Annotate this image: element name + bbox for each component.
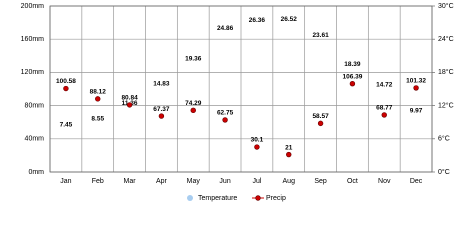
temperature-label: 24.86 — [217, 25, 234, 32]
precip-point — [286, 151, 292, 158]
temperature-bar — [216, 34, 235, 172]
precip-label: 30.1 — [251, 137, 264, 144]
x-tick-label: Jul — [252, 178, 261, 185]
precip-label: 58.57 — [312, 113, 329, 120]
x-tick-label: Nov — [378, 178, 391, 185]
y2-tick-label: 24°C — [438, 35, 454, 43]
precip-point — [222, 117, 228, 123]
precip-label: 80.84 — [121, 95, 138, 102]
x-tick-label: May — [187, 178, 201, 185]
temperature-label: 23.61 — [312, 32, 329, 39]
precip-point — [349, 80, 356, 87]
y-tick-label: 160mm — [21, 36, 45, 43]
precip-point — [413, 85, 419, 91]
page: {"chart_data": {"type": "climate", "cate… — [20, 1, 454, 202]
precip-label: 67.37 — [153, 106, 170, 113]
precip-point — [126, 102, 133, 108]
x-tick-label: Mar — [124, 178, 137, 185]
temperature-label: 14.83 — [153, 81, 170, 88]
precip-point — [317, 120, 324, 127]
temperature-label: 7.45 — [60, 121, 73, 128]
temperature-bar — [56, 131, 75, 172]
precip-label: 62.75 — [217, 110, 234, 117]
y2-tick-label: 0°C — [438, 168, 450, 176]
legend-swatch — [255, 195, 261, 201]
y2-tick-label: 30°C — [438, 2, 454, 10]
x-tick-label: Jun — [219, 178, 230, 185]
y2-tick-label: 12°C — [438, 101, 454, 109]
x-tick-label: Dec — [410, 178, 423, 185]
plot-border — [49, 5, 433, 173]
temperature-label: 9.97 — [410, 108, 423, 115]
precip-label: 68.77 — [376, 105, 393, 112]
legend-label: Precip — [266, 195, 286, 202]
x-tick-label: Sep — [314, 178, 327, 185]
precip-point — [190, 107, 196, 114]
legend-label: Temperature — [198, 195, 237, 202]
precip-point — [63, 85, 69, 92]
x-tick-label: Feb — [92, 178, 104, 185]
x-tick-label: Jan — [60, 178, 71, 185]
precip-label: 88.12 — [90, 89, 107, 96]
y-tick-label: 40mm — [25, 136, 45, 143]
x-tick-label: Oct — [347, 178, 358, 185]
temperature-bar — [407, 117, 426, 172]
precip-point — [158, 113, 165, 119]
temperature-label: 14.72 — [376, 81, 393, 88]
y-tick-label: 80mm — [25, 102, 45, 109]
y-tick-label: 0mm — [28, 169, 44, 176]
precip-point — [95, 96, 101, 102]
y-tick-label: 120mm — [21, 69, 45, 76]
precip-label: 101.32 — [406, 78, 426, 85]
precip-label: 106.39 — [342, 73, 362, 80]
temperature-label: 8.55 — [91, 115, 104, 122]
temperature-bar — [152, 90, 171, 172]
precip-point — [381, 112, 387, 118]
precip-point — [254, 144, 260, 150]
temperature-label: 18.39 — [344, 61, 361, 68]
precip-label: 100.58 — [56, 78, 76, 85]
temperature-bar — [120, 109, 139, 172]
y2-tick-label: 18°C — [438, 68, 454, 76]
temperature-label: 26.36 — [249, 17, 266, 24]
temperature-bar — [311, 41, 330, 172]
temperature-label: 19.36 — [185, 56, 202, 63]
x-tick-label: Aug — [283, 178, 296, 185]
x-tick-label: Apr — [156, 178, 168, 185]
temperature-bar — [88, 125, 107, 172]
temperature-bar — [247, 26, 266, 172]
y2-tick-label: 6°C — [438, 135, 450, 143]
temperature-label: 26.52 — [281, 16, 298, 23]
precip-label: 74.29 — [185, 100, 202, 107]
legend-swatch — [187, 195, 193, 201]
temperature-bar — [184, 65, 203, 172]
chart: 0mm 40mm 80mm 120mm 160mm 200mm 0°C 6°C 12°C 18°C… — [21, 2, 454, 202]
y-tick-label: 200mm — [21, 3, 45, 10]
temperature-bar — [375, 91, 394, 172]
precip-label: 21 — [285, 144, 293, 151]
